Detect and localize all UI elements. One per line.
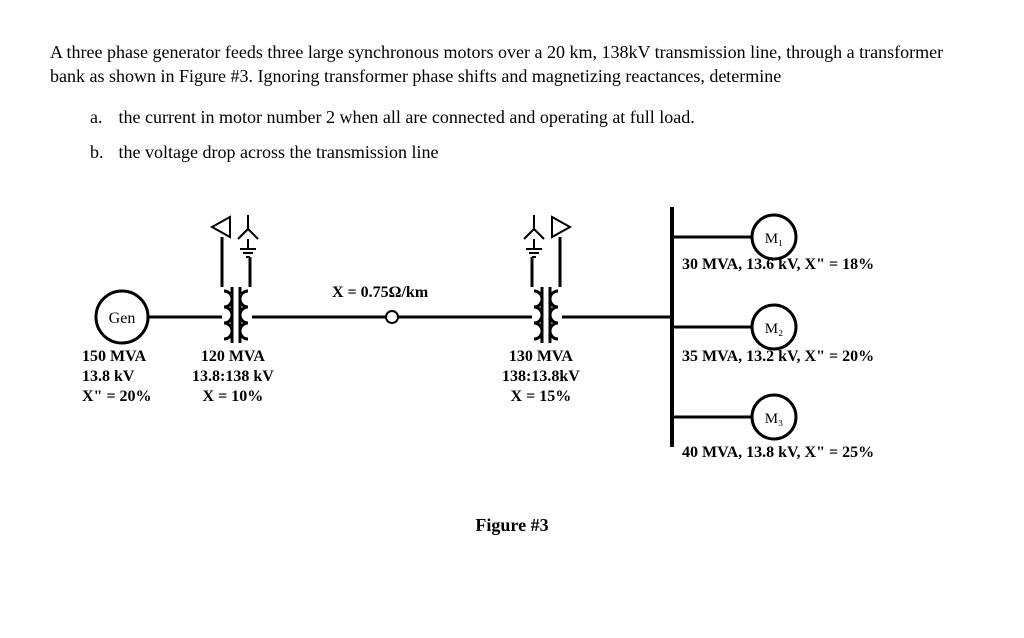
item-b: b. the voltage drop across the transmiss…	[90, 142, 974, 163]
t2-spec-0: 130 MVA	[502, 347, 580, 367]
m2-spec: 35 MVA, 13.2 kV, X" = 20%	[682, 347, 874, 367]
t1-delta-wye-icon	[212, 215, 258, 287]
line-node-icon	[386, 311, 398, 323]
t1-spec-2: X = 10%	[192, 387, 274, 407]
t1-spec-1: 13.8:138 kV	[192, 367, 274, 387]
t1-icon	[224, 287, 248, 343]
gen-label: Gen	[109, 310, 136, 327]
t2-icon	[534, 287, 558, 343]
m1-label: M₁	[765, 231, 784, 247]
item-a: a. the current in motor number 2 when al…	[90, 107, 974, 128]
item-a-letter: a.	[90, 107, 114, 128]
item-a-text: the current in motor number 2 when all a…	[119, 107, 695, 127]
line-reactance-label: X = 0.75Ω/km	[332, 283, 428, 303]
t1-spec-0: 120 MVA	[192, 347, 274, 367]
sub-list: a. the current in motor number 2 when al…	[90, 107, 974, 163]
gen-spec-2: X" = 20%	[82, 387, 152, 407]
m3-label: M₃	[765, 411, 784, 427]
gen-spec-0: 150 MVA	[82, 347, 152, 367]
m1-spec: 30 MVA, 13.6 kV, X" = 18%	[682, 255, 874, 275]
item-b-text: the voltage drop across the transmission…	[119, 142, 439, 162]
m2-label: M₂	[765, 321, 784, 337]
t2-specs: 130 MVA 138:13.8kV X = 15%	[502, 347, 580, 407]
t2-spec-1: 138:13.8kV	[502, 367, 580, 387]
gen-spec-1: 13.8 kV	[82, 367, 152, 387]
gen-specs: 150 MVA 13.8 kV X" = 20%	[82, 347, 152, 407]
t2-wye-delta-icon	[524, 215, 570, 287]
m3-spec: 40 MVA, 13.8 kV, X" = 25%	[682, 443, 874, 463]
t1-specs: 120 MVA 13.8:138 kV X = 10%	[192, 347, 274, 407]
figure-caption: Figure #3	[50, 515, 974, 536]
figure-area: Gen	[62, 187, 962, 507]
problem-intro: A three phase generator feeds three larg…	[50, 40, 974, 89]
t2-spec-2: X = 15%	[502, 387, 580, 407]
item-b-letter: b.	[90, 142, 114, 163]
